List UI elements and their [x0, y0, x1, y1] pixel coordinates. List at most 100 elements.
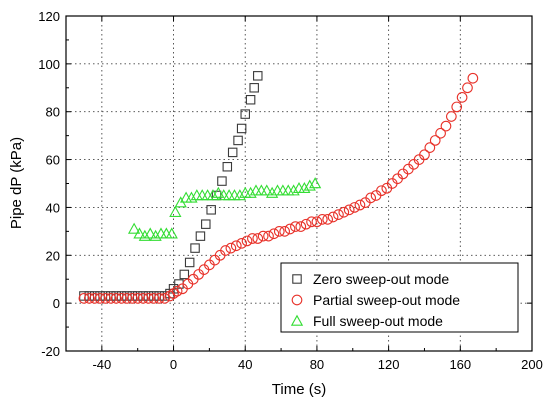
legend: Zero sweep-out mode Partial sweep-out mod…: [280, 262, 519, 333]
square-data-point: [179, 269, 190, 280]
circle-data-point: [462, 82, 473, 94]
circle-data-point: [435, 127, 446, 139]
x-tick-label: 0: [170, 357, 177, 372]
square-data-point: [236, 123, 247, 134]
triangle-data-point: [282, 184, 295, 196]
triangle-data-point: [133, 227, 146, 239]
y-tick-label: 120: [38, 9, 60, 24]
circle-data-point: [225, 242, 237, 254]
triangle-data-point: [185, 191, 198, 203]
square-data-point: [206, 205, 216, 215]
triangle-data-point: [222, 189, 236, 201]
y-tick-label: 0: [53, 296, 60, 311]
circle-data-point: [290, 221, 301, 232]
legend-label: Partial sweep-out mode: [313, 292, 460, 308]
triangle-data-point: [196, 189, 209, 201]
triangle-data-point: [165, 227, 178, 239]
circle-data-point: [467, 72, 479, 84]
circle-data-point: [306, 216, 317, 228]
y-tick-label: -20: [41, 344, 60, 359]
x-tick-labels: -40 0 40 80 120 160 200: [92, 357, 542, 372]
circle-data-point: [365, 192, 377, 204]
legend-marker-triangle: [290, 314, 304, 326]
triangle-data-point: [138, 229, 151, 241]
circle-data-point: [263, 230, 274, 242]
triangle-data-point: [303, 179, 316, 191]
triangle-data-point: [298, 181, 311, 194]
circle-data-point: [451, 101, 463, 113]
x-tick-label: 120: [378, 357, 400, 372]
triangle-data-point: [276, 184, 290, 196]
square-data-point: [245, 95, 256, 105]
circle-data-point: [419, 149, 430, 161]
circle-data-point: [148, 293, 160, 304]
y-tick-label: 100: [38, 57, 60, 72]
circle-data-point: [445, 111, 457, 122]
circle-data-point: [236, 237, 247, 249]
circle-data-point: [252, 233, 264, 244]
circle-data-point: [247, 233, 258, 244]
square-data-point: [222, 162, 233, 172]
legend-label: Full sweep-out mode: [313, 313, 443, 329]
x-tick-label: 80: [310, 357, 324, 372]
square-data-point: [253, 71, 263, 81]
triangle-data-point: [144, 227, 157, 239]
circle-data-point: [121, 293, 133, 304]
circle-data-point: [241, 235, 253, 247]
triangle-data-point: [308, 177, 322, 189]
circle-data-point: [338, 206, 350, 218]
y-tick-label: 80: [46, 105, 60, 120]
square-data-point: [190, 243, 200, 253]
triangle-data-point: [149, 229, 162, 241]
triangle-data-point: [244, 186, 257, 198]
circle-data-point: [354, 199, 366, 211]
square-data-point: [233, 135, 243, 146]
series-circle: [78, 72, 479, 304]
circle-data-point: [311, 216, 323, 228]
circle-data-point: [279, 226, 291, 237]
circle-data-point: [333, 209, 344, 220]
circle-data-point: [268, 228, 280, 240]
circle-data-point: [273, 226, 285, 237]
square-data-point: [195, 231, 206, 241]
circle-data-point: [424, 142, 436, 153]
y-tick-label: 40: [46, 200, 60, 215]
circle-data-point: [343, 204, 355, 216]
circle-data-point: [137, 293, 149, 304]
circle-data-point: [295, 221, 307, 232]
circle-data-point: [105, 293, 117, 304]
triangle-data-point: [160, 227, 173, 239]
circle-data-point: [376, 185, 387, 197]
x-tick-label: 40: [238, 357, 252, 372]
x-tick-label: -40: [92, 357, 111, 372]
triangle-data-point: [201, 189, 214, 201]
circle-data-point: [78, 293, 90, 304]
triangle-data-point: [260, 184, 273, 196]
legend-marker-circle: [291, 294, 303, 306]
data-marks: [78, 71, 479, 304]
circle-data-point: [83, 293, 95, 304]
circle-data-point: [100, 293, 111, 304]
circle-data-point: [143, 293, 154, 304]
triangle-data-point: [265, 186, 279, 198]
circle-data-point: [440, 120, 452, 132]
circle-data-point: [284, 223, 296, 235]
y-tick-labels: -20 0 20 40 60 80 100 120: [38, 9, 60, 359]
circle-data-point: [257, 230, 269, 242]
circle-data-point: [116, 293, 127, 304]
legend-marker-square: [292, 274, 302, 284]
circle-data-point: [110, 293, 122, 304]
triangle-data-point: [127, 222, 141, 234]
circle-data-point: [132, 293, 144, 304]
circle-data-point: [456, 92, 468, 103]
triangle-data-point: [206, 189, 220, 201]
circle-data-point: [171, 285, 183, 297]
circle-data-point: [153, 293, 165, 304]
y-axis-title: Pipe dP (kPa): [8, 137, 25, 229]
triangle-data-point: [212, 186, 225, 198]
plot-frame: [65, 15, 533, 352]
circle-data-point: [230, 240, 242, 252]
series-square: [79, 71, 263, 301]
square-data-point: [184, 257, 195, 268]
